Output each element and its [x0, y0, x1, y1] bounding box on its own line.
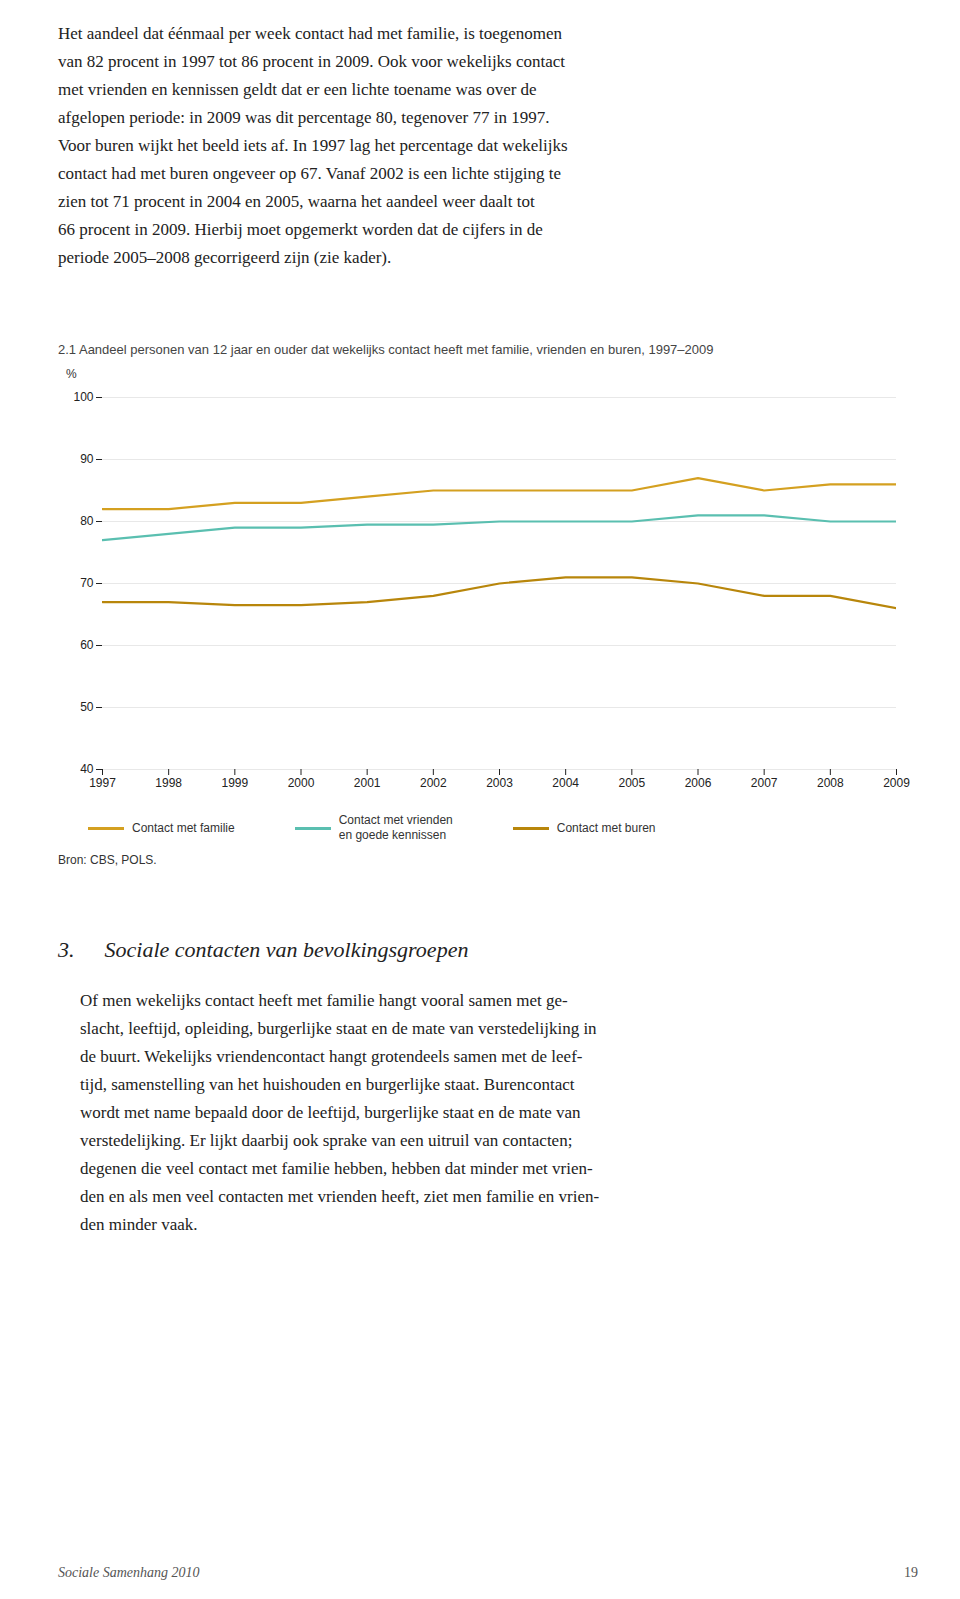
- html-text:periode 2005–2008 gecorrigeerd: periode 2005–2008 gecorrigeerd zijn (zie…: [58, 248, 392, 267]
- html-text:verstedelijking. Er lijkt daar: verstedelijking. Er lijkt daarbij ook sp…: [80, 1131, 573, 1150]
- html-text:afgelopen periode: in 2009 was: afgelopen periode: in 2009 was dit perce…: [58, 108, 550, 127]
- svg-text:40: 40: [80, 762, 94, 776]
- html-text:tijd, samenstelling van het hu: tijd, samenstelling van het huishouden e…: [80, 1075, 575, 1094]
- svg-text:2007: 2007: [751, 776, 778, 790]
- html-text:Contact met familie: Contact met familie: [132, 820, 235, 835]
- html-text:zien tot 71 procent in 2004 en: zien tot 71 procent in 2004 en 2005, waa…: [58, 192, 535, 211]
- svg-text:2002: 2002: [420, 776, 447, 790]
- html-text:Het aandeel dat éénmaal per we: Het aandeel dat éénmaal per week contact…: [58, 24, 563, 43]
- svg-text:1999: 1999: [221, 776, 248, 790]
- html-text:den en als men veel contacten: den en als men veel contacten met vriend…: [80, 1187, 600, 1206]
- svg-text:70: 70: [80, 576, 94, 590]
- html-text:met vrienden en kennissen geld: met vrienden en kennissen geldt dat er e…: [58, 80, 537, 99]
- html-text:Sociale Samenhang 2010: Sociale Samenhang 2010: [58, 1565, 200, 1580]
- html-text:slacht, leeftijd, opleiding, b: slacht, leeftijd, opleiding, burgerlijke…: [80, 1019, 597, 1038]
- svg-text:2001: 2001: [354, 776, 381, 790]
- html-text:den minder vaak.: den minder vaak.: [80, 1215, 198, 1234]
- html-text:2.1 Aandeel personen van 12 ja: 2.1 Aandeel personen van 12 jaar en oude…: [58, 342, 714, 357]
- html-text:degenen die veel contact met f: degenen die veel contact met familie heb…: [80, 1159, 593, 1178]
- html-text:Of men wekelijks contact heeft: Of men wekelijks contact heeft met famil…: [80, 991, 568, 1010]
- html-text:Contact met buren: Contact met buren: [556, 820, 656, 835]
- svg-text:80: 80: [80, 514, 94, 528]
- svg-text:2000: 2000: [288, 776, 315, 790]
- html-text:contact had met buren ongeveer: contact had met buren ongeveer op 67. Va…: [58, 164, 561, 183]
- html-text:wordt met name bepaald door de: wordt met name bepaald door de leeftijd,…: [80, 1103, 581, 1122]
- svg-text:1998: 1998: [155, 776, 182, 790]
- html-text:Voor buren wijkt het beeld iet: Voor buren wijkt het beeld iets af. In 1…: [58, 136, 568, 155]
- svg-text:2003: 2003: [486, 776, 513, 790]
- svg-text:2004: 2004: [552, 776, 579, 790]
- svg-text:60: 60: [80, 638, 94, 652]
- svg-text:100: 100: [73, 390, 93, 404]
- svg-text:2009: 2009: [883, 776, 910, 790]
- svg-text:50: 50: [80, 700, 94, 714]
- svg-text:2005: 2005: [618, 776, 645, 790]
- html-text:Sociale contacten van bevolkin: Sociale contacten van bevolkingsgroepen: [104, 937, 469, 962]
- html-text:de buurt. Wekelijks vriendenco: de buurt. Wekelijks vriendencontact hang…: [80, 1047, 583, 1066]
- svg-text:2008: 2008: [817, 776, 844, 790]
- html-text:19: 19: [904, 1565, 918, 1580]
- html-text:van 82 procent in 1997 tot 86: van 82 procent in 1997 tot 86 procent in…: [58, 52, 566, 71]
- html-text:Contact met vrienden en goede: Contact met vrienden en goede kennissen: [338, 813, 453, 842]
- html-text:Bron: CBS, POLS.: Bron: CBS, POLS.: [58, 853, 157, 867]
- html-text:66 procent in 2009. Hierbij mo: 66 procent in 2009. Hierbij moet opgemer…: [58, 220, 543, 239]
- svg-text:90: 90: [80, 452, 94, 466]
- svg-text:1997: 1997: [89, 776, 116, 790]
- svg-text:2006: 2006: [685, 776, 712, 790]
- html-text:3.: 3.: [58, 937, 75, 962]
